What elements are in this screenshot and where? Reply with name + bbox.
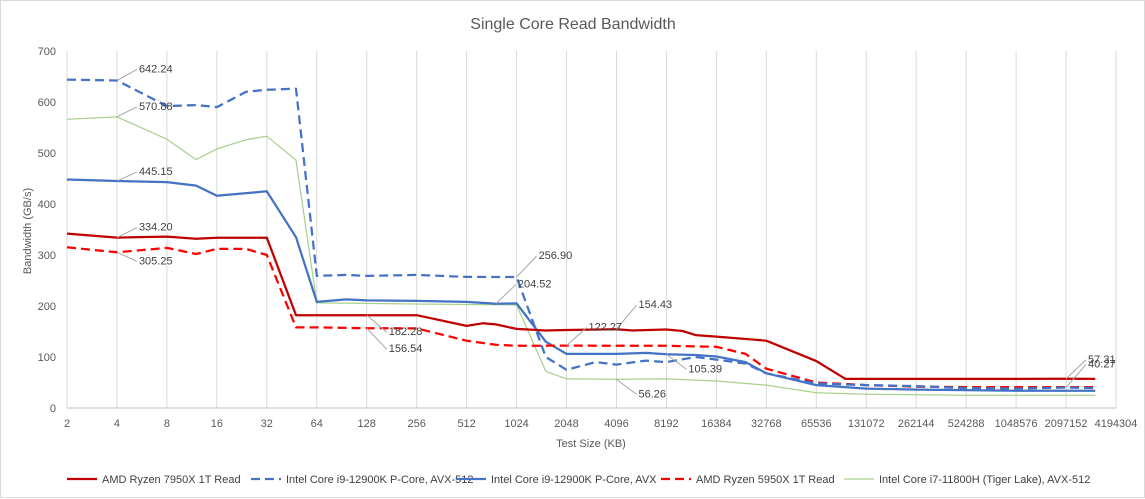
x-tick-label: 4 xyxy=(114,418,120,430)
legend-label: AMD Ryzen 5950X 1T Read xyxy=(696,474,835,486)
x-tick-label: 32 xyxy=(261,418,273,430)
data-label: 305.25 xyxy=(139,255,173,267)
x-tick-label: 16384 xyxy=(701,418,732,430)
x-tick-label: 4194304 xyxy=(1095,418,1138,430)
legend-label: Intel Core i7-11800H (Tiger Lake), AVX-5… xyxy=(879,474,1090,486)
y-tick-label: 700 xyxy=(38,46,56,58)
legend-label: Intel Core i9-12900K P-Core, AVX-512 xyxy=(286,474,474,486)
data-label: 105.39 xyxy=(688,363,722,375)
x-tick-label: 262144 xyxy=(898,418,935,430)
data-label: 56.26 xyxy=(638,388,666,400)
x-tick-label: 2048 xyxy=(554,418,578,430)
data-label: 40.27 xyxy=(1088,358,1116,370)
leader-line xyxy=(116,251,138,262)
legend: AMD Ryzen 7950X 1T Read Intel Core i9-129… xyxy=(67,474,1090,486)
x-tick-label: 16 xyxy=(211,418,223,430)
series-line xyxy=(66,246,1096,389)
data-label: 256.90 xyxy=(539,250,573,262)
series-line xyxy=(66,116,1096,396)
leader-line xyxy=(516,255,537,278)
y-tick-label: 100 xyxy=(38,352,56,364)
x-tick-label: 128 xyxy=(358,418,376,430)
leader-line xyxy=(116,69,138,81)
leader-line xyxy=(1065,359,1087,380)
x-tick-label: 32768 xyxy=(751,418,782,430)
series-line xyxy=(66,78,1096,390)
leader-line xyxy=(616,304,637,330)
leader-line xyxy=(495,284,517,305)
leader-line xyxy=(366,314,388,333)
axes: 2 4 8 16 32 64 128 256 512 1024 2048 4096 8192 16384 3… xyxy=(38,46,1138,430)
leader-line xyxy=(1065,364,1087,388)
grid xyxy=(66,51,1117,408)
x-tick-label: 8192 xyxy=(654,418,678,430)
x-tick-label: 1024 xyxy=(504,418,528,430)
y-tick-label: 300 xyxy=(38,250,56,262)
data-label: 204.52 xyxy=(518,279,552,291)
legend-label: Intel Core i9-12900K P-Core, AVX xyxy=(491,474,657,486)
leader-line xyxy=(116,227,138,239)
x-tick-label: 2 xyxy=(64,418,70,430)
data-labels: 642.24 570.88 445.15 334.20 305.25 256.90 204.… xyxy=(116,63,1116,400)
leader-line xyxy=(366,327,388,350)
leader-line xyxy=(616,378,637,395)
series-lines xyxy=(66,78,1096,396)
leader-line xyxy=(116,106,138,118)
chart-title: Single Core Read Bandwidth xyxy=(470,16,675,33)
x-tick-label: 524288 xyxy=(948,418,985,430)
data-label: 570.88 xyxy=(139,101,173,113)
y-axis-title: Bandwidth (GB/s) xyxy=(22,188,34,274)
series-line xyxy=(66,232,1096,381)
x-tick-label: 256 xyxy=(407,418,425,430)
leader-line xyxy=(116,171,138,182)
leader-line xyxy=(566,327,587,347)
series-line xyxy=(66,178,1096,392)
x-tick-label: 64 xyxy=(311,418,323,430)
x-tick-label: 2097152 xyxy=(1045,418,1088,430)
data-label: 445.15 xyxy=(139,166,173,178)
y-tick-label: 200 xyxy=(38,301,56,313)
x-tick-label: 512 xyxy=(457,418,475,430)
leader-line xyxy=(666,353,687,370)
data-label: 154.43 xyxy=(638,299,672,311)
y-tick-label: 400 xyxy=(38,199,56,211)
data-label: 182.28 xyxy=(389,326,423,338)
data-label: 642.24 xyxy=(139,63,173,75)
legend-label: AMD Ryzen 7950X 1T Read xyxy=(102,474,241,486)
x-tick-label: 8 xyxy=(164,418,170,430)
data-label: 57.31 xyxy=(1088,354,1116,366)
x-tick-label: 131072 xyxy=(848,418,885,430)
x-axis-title: Test Size (KB) xyxy=(556,438,626,450)
y-tick-label: 500 xyxy=(38,148,56,160)
y-tick-label: 0 xyxy=(50,403,56,415)
data-label: 334.20 xyxy=(139,222,173,234)
x-tick-label: 4096 xyxy=(604,418,628,430)
x-tick-label: 65536 xyxy=(801,418,832,430)
data-label: 122.27 xyxy=(589,322,623,334)
data-label: 156.54 xyxy=(389,343,423,355)
x-tick-label: 1048576 xyxy=(995,418,1038,430)
y-tick-label: 600 xyxy=(38,97,56,109)
